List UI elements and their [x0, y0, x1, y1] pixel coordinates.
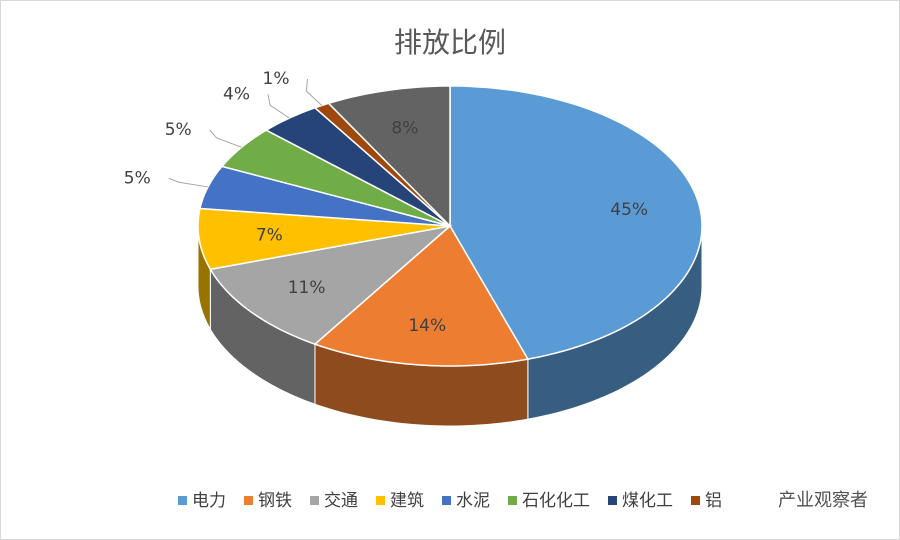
data-label: 5%	[165, 120, 192, 140]
data-label: 7%	[256, 225, 283, 245]
legend: 电力 钢铁 交通 建筑 水泥 石化化工 煤化工 铝	[178, 491, 722, 511]
chart-title: 排放比例	[394, 26, 506, 59]
legend-swatch	[244, 496, 253, 505]
leader-line	[267, 94, 290, 119]
legend-swatch	[508, 496, 517, 505]
data-label: 11%	[288, 278, 326, 298]
slice	[449, 85, 703, 360]
legend-label: 交通	[324, 491, 358, 511]
data-label: 5%	[124, 168, 151, 188]
slice	[209, 224, 453, 346]
legend-swatch	[310, 496, 319, 505]
legend-label: 铝	[705, 491, 722, 511]
pie: 45% 14% 11% 7% 5% 5% 4% 1% 8%	[124, 69, 703, 427]
legend-swatch	[608, 496, 617, 505]
legend-item: 建筑	[376, 491, 424, 511]
legend-item: 水泥	[442, 491, 490, 511]
legend-item: 钢铁	[244, 491, 292, 511]
watermark: 产业观察者	[778, 490, 868, 511]
data-label: 8%	[391, 118, 418, 138]
data-label: 45%	[610, 200, 648, 220]
legend-swatch	[691, 496, 700, 505]
legend-item: 电力	[178, 491, 226, 511]
data-label: 4%	[223, 84, 250, 104]
data-label: 1%	[263, 69, 290, 89]
legend-item: 石化化工	[508, 491, 590, 511]
slice	[313, 224, 530, 367]
legend-item: 煤化工	[608, 491, 673, 511]
slice	[197, 207, 451, 271]
legend-swatch	[442, 496, 451, 505]
leader-line	[168, 177, 209, 188]
leader-line	[305, 78, 323, 106]
slice	[220, 129, 451, 227]
legend-swatch	[376, 496, 385, 505]
leader-line	[209, 129, 242, 148]
legend-label: 建筑	[390, 491, 424, 511]
slice	[264, 106, 451, 227]
legend-item: 交通	[310, 491, 358, 511]
slice	[327, 85, 451, 228]
legend-label: 电力	[192, 491, 226, 511]
legend-label: 钢铁	[258, 491, 292, 511]
legend-label: 煤化工	[622, 491, 673, 511]
legend-item: 铝	[691, 491, 722, 511]
data-label: 14%	[408, 316, 446, 336]
legend-swatch	[178, 496, 187, 505]
legend-label: 石化化工	[522, 491, 590, 511]
slice	[199, 165, 451, 227]
legend-label: 水泥	[456, 491, 490, 511]
